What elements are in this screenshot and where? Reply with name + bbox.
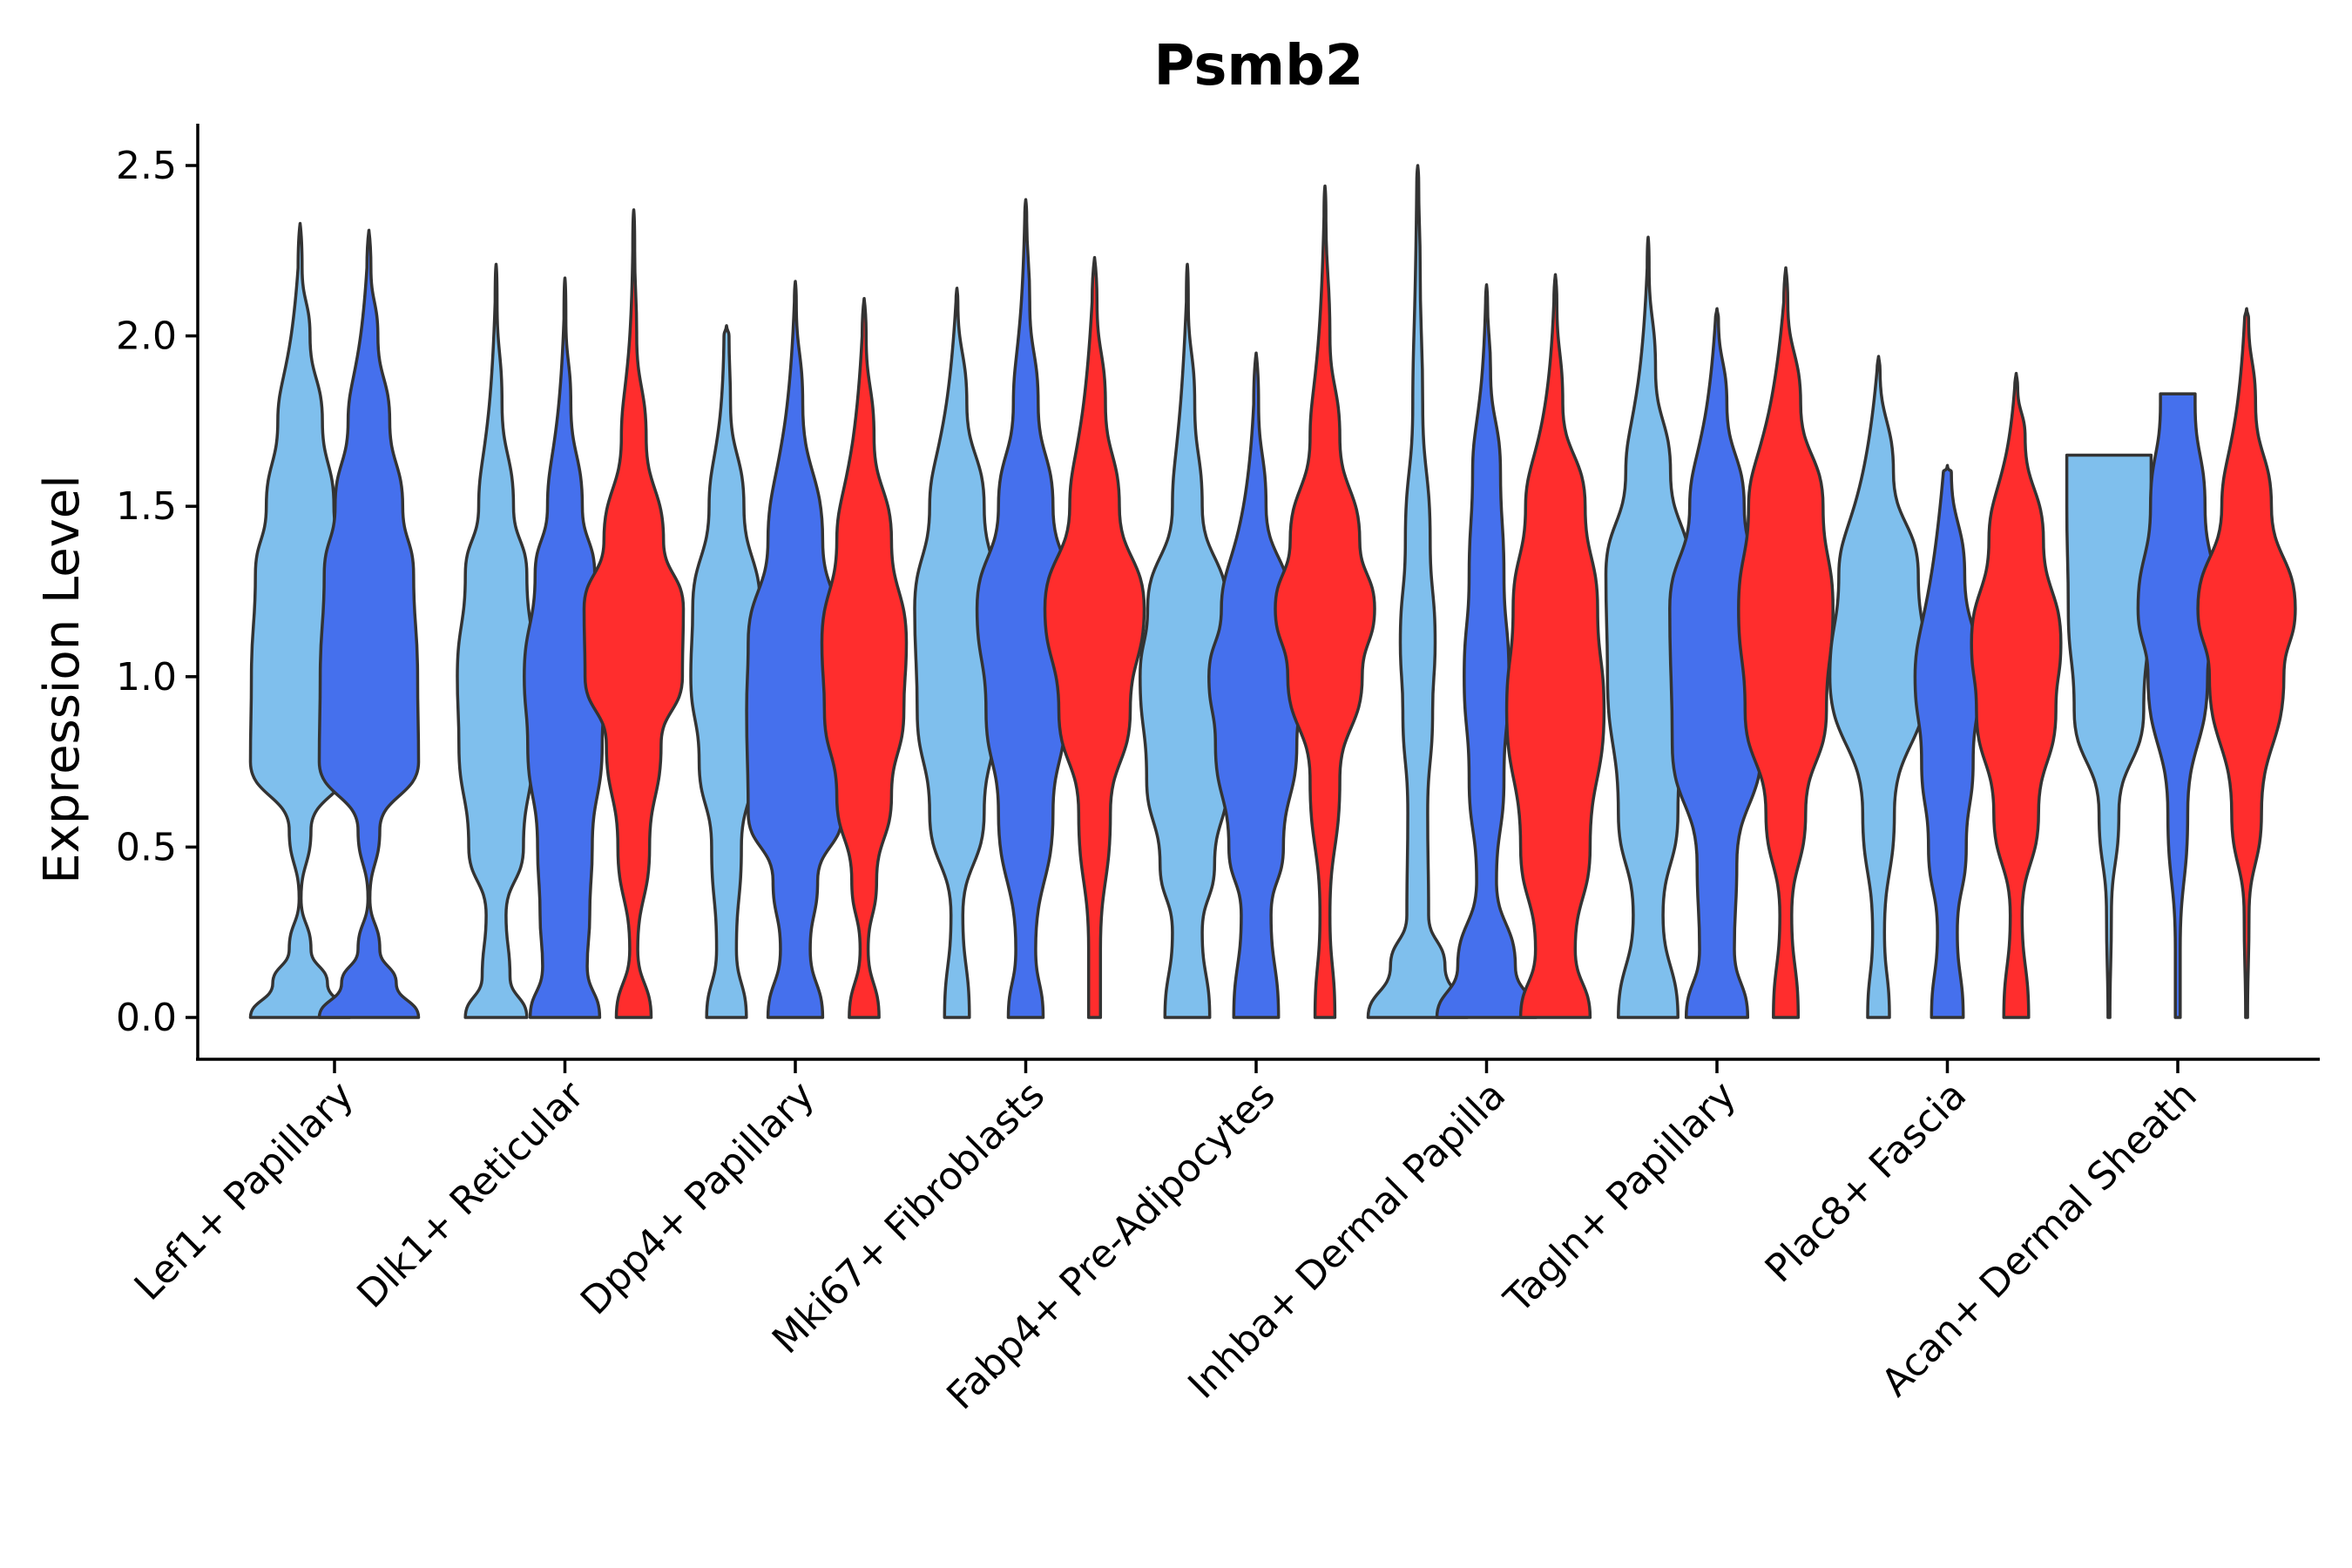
- chart-title: Psmb2: [1154, 34, 1364, 98]
- axes: [196, 124, 2320, 1061]
- x-tick-label: Dpp4+ Papillary: [572, 1073, 823, 1324]
- violin-5-0: [1366, 164, 1470, 1019]
- violin-0-0: [248, 221, 352, 1019]
- y-tick-label: 1.5: [116, 484, 177, 529]
- y-tick-label: 0.0: [116, 996, 177, 1040]
- x-tick-label: Tagln+ Papillary: [1496, 1073, 1745, 1322]
- violin-4-1: [1207, 351, 1305, 1019]
- violin-0-1: [317, 228, 421, 1019]
- x-tick-label: Lef1+ Papillary: [126, 1073, 362, 1309]
- y-tick-label: 2.5: [116, 144, 177, 188]
- x-tick-label: Dlk1+ Reticular: [348, 1072, 593, 1317]
- y-tick-label: 1.0: [116, 655, 177, 700]
- violin-7-0: [1828, 355, 1930, 1019]
- y-ticks: 0.0 0.5 1.0 1.5 2.0 2.5: [116, 144, 198, 1040]
- violin-3-2: [1043, 255, 1146, 1019]
- violin-1-1: [523, 276, 607, 1019]
- violin-5-2: [1504, 273, 1606, 1019]
- y-tick-label: 2.0: [116, 314, 177, 359]
- violin-4-2: [1274, 184, 1376, 1019]
- violin-8-2: [2196, 307, 2297, 1019]
- violin-1-0: [456, 262, 537, 1019]
- violin-group: [248, 164, 2297, 1019]
- violin-6-2: [1737, 266, 1835, 1019]
- y-tick-label: 0.5: [116, 825, 177, 869]
- violin-7-1: [1913, 463, 1982, 1019]
- violin-8-0: [2065, 453, 2153, 1019]
- violin-5-1: [1435, 283, 1538, 1019]
- violin-6-1: [1668, 307, 1766, 1019]
- y-axis-label: Expression Level: [34, 475, 91, 884]
- violin-2-2: [820, 296, 909, 1019]
- violin-7-2: [1970, 371, 2063, 1019]
- violin-3-0: [913, 287, 1001, 1019]
- violin-1-2: [582, 208, 686, 1019]
- violin-8-1: [2136, 392, 2220, 1019]
- x-tick-label: Plac8+ Fascia: [1757, 1073, 1976, 1292]
